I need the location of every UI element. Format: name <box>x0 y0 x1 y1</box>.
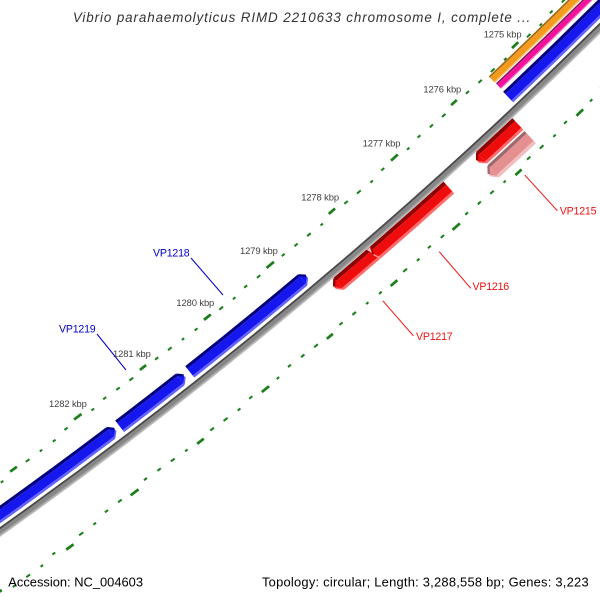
svg-text:VP1216: VP1216 <box>473 281 510 293</box>
svg-text:1276 kbp: 1276 kbp <box>423 84 461 95</box>
svg-text:1279 kbp: 1279 kbp <box>240 245 278 256</box>
svg-text:Accession: NC_004603: Accession: NC_004603 <box>8 575 143 590</box>
svg-text:1281 kbp: 1281 kbp <box>113 348 151 359</box>
svg-text:1280 kbp: 1280 kbp <box>176 297 214 308</box>
svg-text:Topology: circular; Length: 3,: Topology: circular; Length: 3,288,558 bp… <box>262 575 589 590</box>
svg-text:VP1219: VP1219 <box>59 324 96 336</box>
svg-text:1277 kbp: 1277 kbp <box>363 137 401 148</box>
svg-text:VP1217: VP1217 <box>416 331 453 343</box>
svg-text:Vibrio parahaemolyticus RIMD 2: Vibrio parahaemolyticus RIMD 2210633 chr… <box>73 10 531 25</box>
svg-text:1278 kbp: 1278 kbp <box>301 192 339 203</box>
svg-text:1282 kbp: 1282 kbp <box>49 398 87 409</box>
svg-text:VP1215: VP1215 <box>560 206 597 218</box>
svg-text:VP1218: VP1218 <box>153 248 190 260</box>
svg-text:1275 kbp: 1275 kbp <box>484 28 522 39</box>
